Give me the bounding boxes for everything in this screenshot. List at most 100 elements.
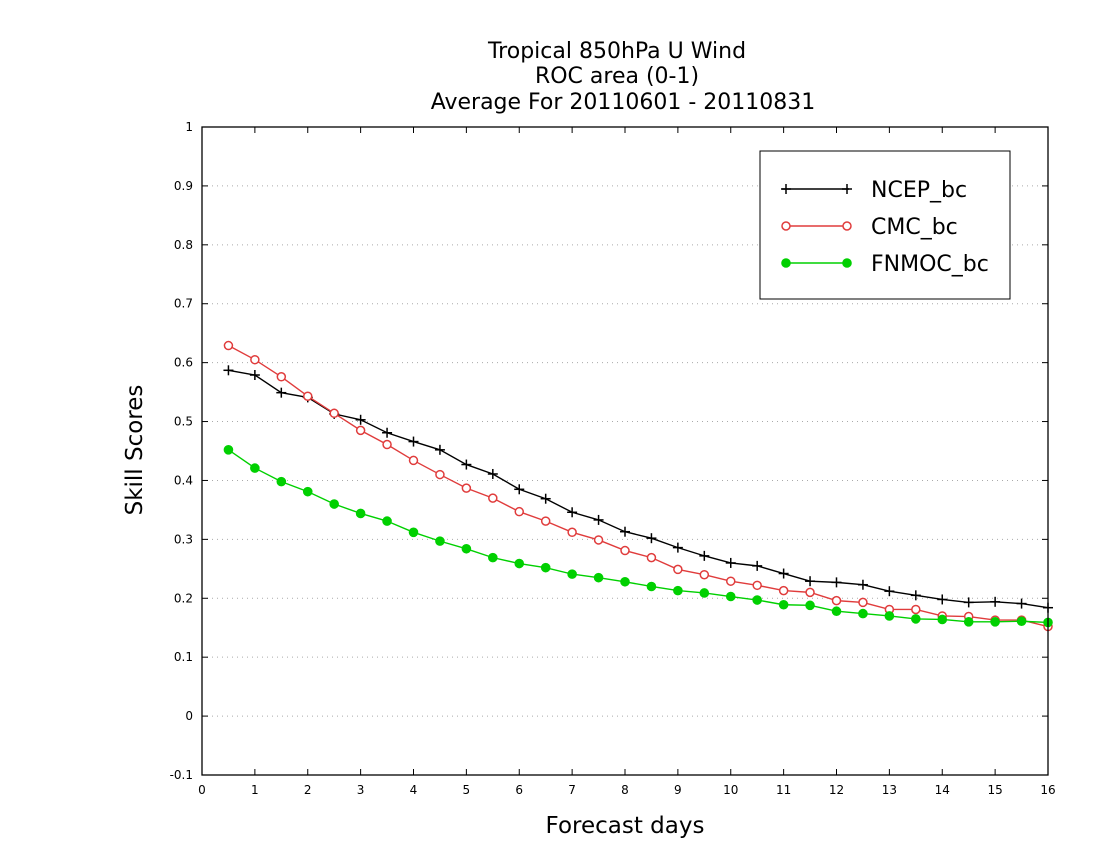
- chart-title-line-3: Average For 20110601 - 20110831: [431, 90, 816, 115]
- chart-title: Tropical 850hPa U Wind ROC area (0-1) Av…: [431, 39, 816, 115]
- data-point: [831, 606, 842, 617]
- y-tick-label: -0.1: [170, 768, 193, 782]
- y-tick-label: 0.3: [174, 532, 193, 546]
- data-point: [487, 468, 498, 479]
- data-point: [514, 558, 525, 569]
- data-point: [250, 463, 260, 473]
- data-point: [461, 543, 472, 554]
- data-point: [646, 552, 657, 563]
- data-point: [620, 526, 630, 537]
- y-tick-label: 0: [185, 709, 193, 723]
- legend-label: CMC_bc: [871, 215, 958, 240]
- x-tick-label: 7: [568, 783, 576, 797]
- data-point: [673, 564, 683, 575]
- data-point: [435, 536, 445, 546]
- data-point: [382, 427, 393, 438]
- data-point: [884, 611, 895, 621]
- data-point: [593, 535, 604, 545]
- data-point: [593, 514, 604, 525]
- data-point: [752, 560, 763, 571]
- series-cmc-bc: [223, 340, 1053, 632]
- data-point: [858, 597, 868, 608]
- data-point: [408, 436, 419, 447]
- x-tick-label: 1: [251, 783, 259, 797]
- data-point: [831, 595, 842, 606]
- data-point: [302, 486, 313, 497]
- data-point: [408, 527, 419, 538]
- data-point: [382, 516, 392, 526]
- y-tick-label: 0.9: [174, 179, 193, 193]
- data-point: [805, 576, 816, 587]
- y-tick-label: 0.2: [174, 591, 193, 605]
- legend-entry: CMC_bc: [781, 215, 958, 240]
- series-line: [228, 369, 1049, 609]
- data-point: [514, 484, 525, 495]
- data-point: [540, 493, 551, 504]
- data-point: [937, 614, 948, 625]
- data-point: [540, 562, 551, 573]
- data-point: [355, 508, 366, 519]
- x-tick-label: 8: [621, 783, 629, 797]
- data-point: [963, 597, 974, 608]
- data-point: [725, 557, 736, 568]
- axes: -0.100.10.20.30.40.50.60.70.80.910 1 2 3 4 5 6…: [170, 120, 1056, 797]
- data-point: [937, 594, 948, 605]
- legend-entry: NCEP_bc: [781, 178, 967, 203]
- x-tick-label: 10: [723, 783, 738, 797]
- plot-frame: [201, 126, 1049, 776]
- data-point: [223, 445, 234, 455]
- data-point: [646, 533, 657, 544]
- y-axis-title: Skill Scores: [122, 385, 148, 516]
- data-point: [276, 476, 287, 487]
- x-tick-label: 0: [198, 783, 206, 797]
- data-point: [514, 506, 524, 517]
- data-point: [223, 340, 234, 351]
- data-point: [672, 542, 683, 553]
- data-point: [884, 586, 895, 597]
- data-point: [408, 455, 419, 466]
- data-point: [857, 579, 868, 590]
- legend: NCEP_bc CMC_bc FNMOC_bc: [759, 150, 1011, 300]
- data-point: [593, 572, 604, 583]
- chart-title-line-1: Tropical 850hPa U Wind: [487, 39, 746, 64]
- data-point: [990, 617, 1000, 627]
- data-point: [567, 507, 578, 518]
- data-point: [752, 580, 762, 591]
- data-point: [778, 568, 789, 579]
- series-fnmoc-bc: [223, 445, 1053, 628]
- y-tick-label: 0.5: [174, 415, 193, 429]
- data-point: [805, 587, 815, 598]
- data-point: [699, 569, 710, 580]
- x-tick-label: 13: [882, 783, 897, 797]
- series-layer: [223, 340, 1053, 632]
- x-tick-label: 15: [987, 783, 1002, 797]
- data-point: [1016, 598, 1027, 609]
- data-point: [831, 577, 842, 588]
- legend-label: NCEP_bc: [871, 178, 967, 203]
- data-point: [488, 552, 498, 563]
- x-tick-label: 3: [357, 783, 365, 797]
- x-tick-label: 11: [776, 783, 791, 797]
- legend-label: FNMOC_bc: [871, 252, 989, 277]
- data-point: [699, 550, 710, 561]
- data-point: [250, 354, 260, 365]
- data-point: [778, 599, 789, 610]
- data-point: [355, 414, 366, 425]
- y-tick-label: 0.1: [174, 650, 193, 664]
- data-point: [990, 596, 1001, 607]
- x-tick-label: 2: [304, 783, 312, 797]
- y-tick-label: 0.7: [174, 297, 193, 311]
- data-point: [382, 439, 392, 450]
- legend-marker-start: [781, 184, 791, 194]
- data-point: [567, 569, 577, 579]
- data-point: [303, 391, 313, 401]
- data-point: [778, 585, 789, 596]
- x-tick-label: 14: [935, 783, 950, 797]
- data-point: [355, 425, 366, 436]
- data-point: [910, 590, 921, 601]
- x-tick-label: 5: [463, 783, 471, 797]
- x-tick-label: 4: [410, 783, 418, 797]
- legend-entry: FNMOC_bc: [781, 252, 989, 277]
